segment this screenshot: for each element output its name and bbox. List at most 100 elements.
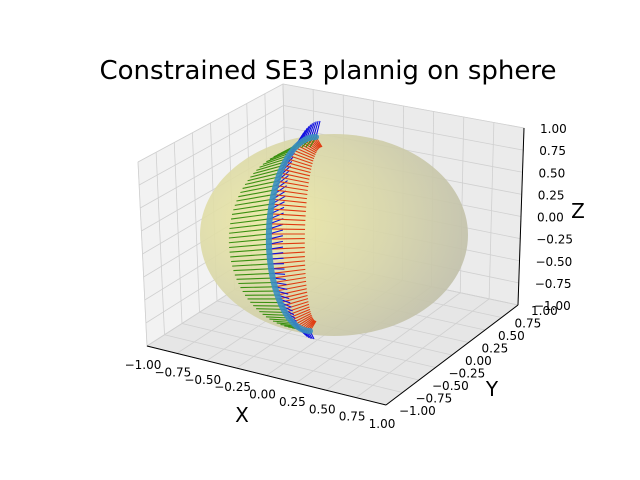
frame-y-arrow [230,213,271,220]
frame-x-arrow [281,168,311,177]
frame-x-arrow [272,272,306,279]
frame-x-arrow [278,291,308,300]
y-tick-label: 1.00 [531,304,558,318]
frame-x-arrow [271,268,306,274]
y-tick-label: 0.25 [482,342,509,356]
frame-x-arrow [273,194,307,200]
frame-y-arrow [234,272,272,276]
frame-y-arrow [253,164,284,175]
frame-x-arrow [297,144,316,156]
y-tick-label: −0.50 [432,379,469,393]
frame-y-arrow [256,308,284,310]
frame-x-arrow [294,147,315,157]
frame-x-arrow [290,311,311,321]
z-tick-label: 0.00 [537,211,564,225]
y-tick-label: 0.50 [498,329,525,343]
frame-y-arrow [250,168,282,178]
x-tick-label: −0.25 [214,380,251,394]
frame-x-arrow [269,228,306,230]
trajectory-line [265,134,319,334]
frame-y-arrow [259,311,286,314]
frame-x-arrow [270,208,306,213]
frame-x-arrow [274,189,308,196]
z-axis-line [517,127,525,306]
frame-x-arrow [277,180,309,188]
z-tick-label: −0.50 [536,255,573,269]
y-tick-label: −0.25 [449,367,486,381]
z-tick-label: −0.25 [536,233,573,247]
chart-title: Constrained SE3 plannig on sphere [99,56,556,86]
x-tick-label: −0.75 [154,365,191,379]
frame-x-arrow [269,218,306,221]
frame-x-arrow [286,306,310,316]
tick-labels: −1.00−0.75−0.50−0.250.000.250.500.751.00… [125,122,573,431]
frame-y-arrow [229,228,270,234]
y-axis-label: Y [485,377,499,401]
frame-y-arrow [238,189,275,198]
frame-x-arrow [274,280,307,288]
z-tick-label: −1.00 [534,299,571,313]
z-tick-label: 1.00 [540,122,567,136]
frame-y-arrow [256,161,286,171]
frame-y-arrow [236,277,273,280]
frame-y-arrow [234,198,273,206]
x-tick-label: 0.00 [249,388,276,402]
frame-x-arrow [285,303,310,313]
frame-x-arrow [271,203,307,208]
frame-x-arrow [269,247,305,250]
z-axis-label: Z [571,199,585,223]
x-tick-label: 0.50 [309,402,336,416]
frame-x-arrow [273,276,306,284]
frame-x-arrow [292,149,315,160]
y-tick-label: −0.75 [416,392,453,406]
x-tick-label: 1.00 [369,417,396,431]
z-tick-label: 0.75 [539,144,566,158]
frame-x-arrow [284,161,312,170]
y-tick-label: 0.75 [515,317,542,331]
frame-x-arrow [283,164,311,174]
frame-x-arrow [275,184,308,192]
frame-y-arrow [229,223,270,230]
frame-y-arrow [236,194,274,202]
frame-y-arrow [231,258,270,263]
frame-y-arrow [230,253,270,258]
frame-x-arrow [290,152,314,162]
x-tick-label: 0.75 [339,410,366,424]
frame-y-arrow [233,268,272,272]
frame-y-arrow [229,248,270,253]
frame-x-arrow [279,172,310,180]
frame-y-arrow [240,286,275,289]
frame-y-arrow [232,263,271,267]
frame-x-arrow [270,213,306,217]
sphere-surface [200,134,468,336]
frame-x-arrow [272,198,307,204]
frame-x-arrow [288,155,313,165]
x-tick-label: −1.00 [125,358,162,372]
z-tick-label: −0.75 [535,277,572,291]
frame-x-arrow [277,288,307,296]
frame-y-arrow [247,172,281,182]
x-axis-label: X [235,403,249,427]
frame-x-arrow [268,238,305,240]
frame-x-arrow [283,301,309,310]
x-tick-label: −0.50 [184,373,221,387]
frame-y-arrow [240,184,276,194]
frame-y-arrow [262,313,288,316]
frame-y-arrow [228,238,269,244]
z-tick-label: 0.50 [539,166,566,180]
y-tick-label: −1.00 [399,404,436,418]
x-tick-label: 0.25 [279,395,306,409]
frame-y-arrow [233,203,272,211]
frame-x-arrow [271,264,306,270]
frame-y-arrow [231,208,271,215]
frame-y-arrow [259,158,288,168]
frame-y-arrow [230,218,270,225]
x-axis-line [146,345,387,406]
frame-y-arrow [242,180,278,189]
frame-x-arrow [286,158,312,167]
frame-x-arrow [269,223,306,226]
frame-x-arrow [268,242,305,245]
frame-y-arrow [229,243,269,249]
frame-x-arrow [278,176,309,184]
